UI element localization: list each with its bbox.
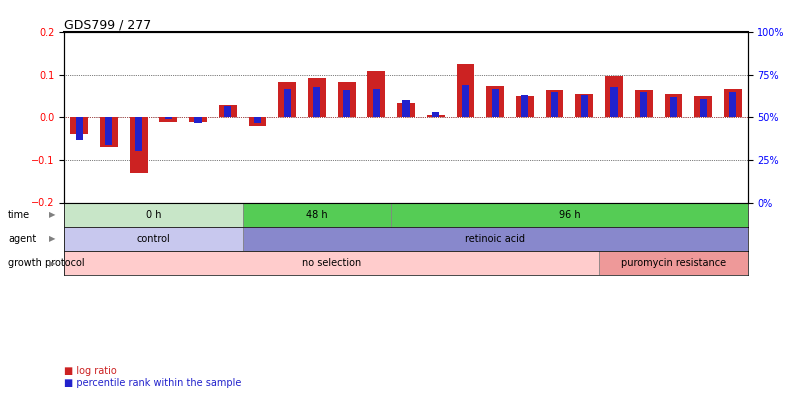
Bar: [486, 85, 503, 117]
Bar: [283, 89, 291, 117]
FancyBboxPatch shape: [243, 202, 391, 227]
Bar: [343, 90, 350, 117]
Bar: [609, 87, 617, 117]
Text: ▶: ▶: [49, 210, 55, 219]
FancyBboxPatch shape: [64, 251, 598, 275]
Bar: [397, 102, 414, 117]
Text: ■ log ratio: ■ log ratio: [64, 366, 117, 375]
Bar: [634, 90, 652, 117]
Bar: [75, 117, 83, 140]
Text: growth protocol: growth protocol: [8, 258, 84, 268]
Bar: [105, 117, 112, 145]
Bar: [402, 100, 409, 117]
Bar: [669, 97, 676, 117]
FancyBboxPatch shape: [243, 227, 747, 251]
Bar: [456, 64, 474, 117]
Bar: [373, 89, 379, 117]
Bar: [165, 117, 172, 119]
Bar: [723, 89, 741, 117]
FancyBboxPatch shape: [391, 202, 747, 227]
Text: retinoic acid: retinoic acid: [465, 234, 524, 244]
Bar: [278, 82, 296, 117]
Bar: [520, 95, 528, 117]
Bar: [580, 95, 587, 117]
Text: ▶: ▶: [49, 259, 55, 268]
Bar: [516, 96, 533, 117]
Text: control: control: [137, 234, 170, 244]
Bar: [129, 117, 147, 173]
Bar: [699, 99, 706, 117]
Text: ▶: ▶: [49, 234, 55, 243]
Text: 96 h: 96 h: [558, 210, 580, 220]
Bar: [70, 117, 88, 134]
Text: GDS799 / 277: GDS799 / 277: [64, 18, 152, 31]
Bar: [159, 117, 177, 121]
Bar: [367, 70, 385, 117]
Bar: [224, 106, 231, 117]
Bar: [728, 92, 736, 117]
Bar: [426, 115, 444, 117]
Bar: [337, 82, 355, 117]
Text: agent: agent: [8, 234, 36, 244]
Text: time: time: [8, 210, 31, 220]
Bar: [308, 78, 325, 117]
Bar: [575, 94, 593, 117]
Bar: [189, 117, 206, 121]
FancyBboxPatch shape: [64, 227, 243, 251]
Bar: [313, 87, 320, 117]
Text: puromycin resistance: puromycin resistance: [620, 258, 725, 268]
Bar: [664, 94, 682, 117]
FancyBboxPatch shape: [64, 202, 243, 227]
Bar: [545, 90, 563, 117]
Bar: [550, 92, 557, 117]
Bar: [254, 117, 261, 123]
Text: 48 h: 48 h: [306, 210, 328, 220]
Text: no selection: no selection: [302, 258, 361, 268]
Bar: [639, 92, 646, 117]
Bar: [135, 117, 142, 151]
Bar: [194, 117, 202, 123]
Text: 0 h: 0 h: [145, 210, 161, 220]
Bar: [693, 96, 711, 117]
Text: ■ percentile rank within the sample: ■ percentile rank within the sample: [64, 378, 242, 388]
FancyBboxPatch shape: [598, 251, 747, 275]
Bar: [432, 112, 438, 117]
Bar: [248, 117, 266, 126]
Bar: [491, 89, 498, 117]
Bar: [461, 85, 468, 117]
Bar: [605, 76, 622, 117]
Bar: [218, 104, 236, 117]
Bar: [100, 117, 118, 147]
